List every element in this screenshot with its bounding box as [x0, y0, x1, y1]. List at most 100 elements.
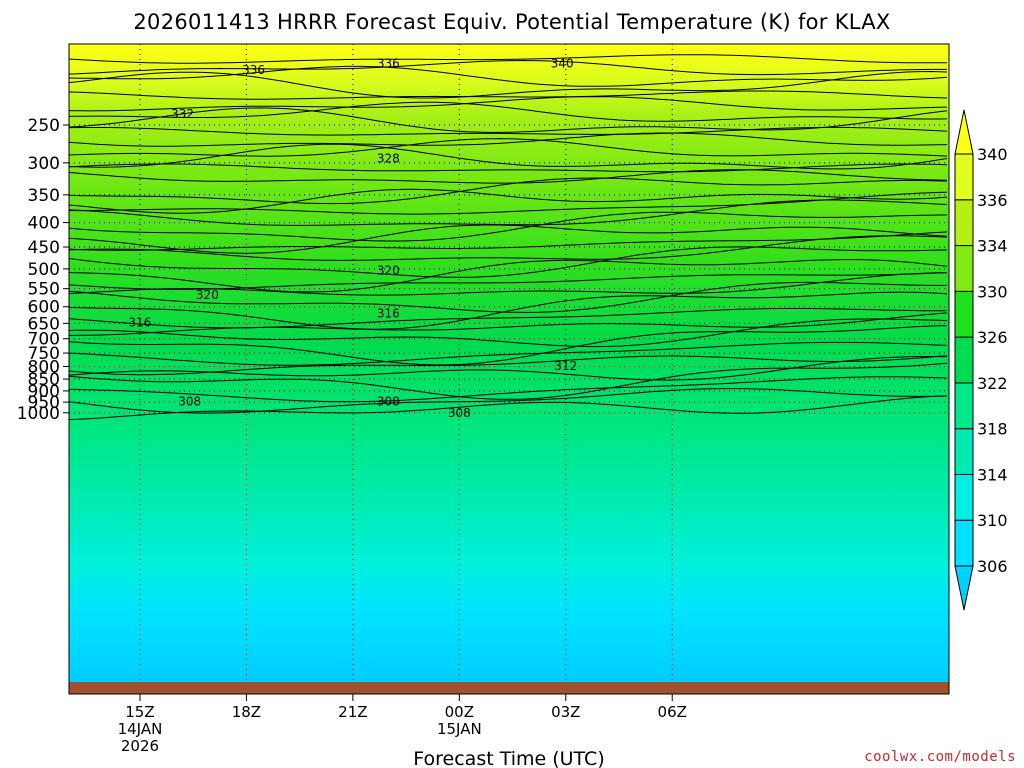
contour-labels: 336 336 340 332 328 320 320 316 316 312 308 308 308: [129, 57, 578, 420]
grid-lines: [69, 44, 949, 694]
contour-lines: [69, 54, 948, 421]
contour-line: [69, 325, 948, 366]
contour-label: 308: [178, 395, 201, 409]
colorbar-label: 334: [977, 237, 1008, 256]
contour-line: [69, 224, 948, 254]
contour-line: [69, 107, 948, 133]
y-tick-label: 750: [28, 344, 60, 364]
contour-line: [69, 211, 948, 242]
colorbar-label: 340: [977, 145, 1008, 164]
contour-label: 320: [377, 264, 400, 278]
contour-line: [69, 188, 948, 214]
contour-line: [69, 143, 948, 170]
y-tick-label: 700: [28, 330, 60, 350]
x-tick-label: 2026: [121, 737, 159, 755]
colorbar-label: 306: [977, 557, 1008, 576]
contour-line: [69, 70, 948, 99]
x-tick-label: 15Z: [125, 703, 154, 721]
y-tick-label: 500: [28, 260, 60, 280]
x-tick-label: 14JAN: [118, 720, 163, 738]
y-tick-label: 250: [28, 116, 60, 136]
x-tick-label: 18Z: [232, 703, 261, 721]
contour-line: [69, 272, 948, 296]
contour-line: [69, 356, 947, 381]
ground-fill: [69, 682, 949, 694]
colorbar-swatch: [954, 199, 974, 247]
y-tick-label: 950: [28, 393, 60, 413]
contour-line: [69, 308, 947, 329]
contour-label: 312: [554, 359, 577, 373]
contour-line: [69, 138, 948, 157]
contour-line: [69, 65, 948, 87]
y-tick-label: 350: [28, 186, 60, 206]
colorbar-swatch: [954, 245, 974, 292]
y-tick-label: 850: [28, 370, 60, 390]
contour-line: [69, 395, 948, 421]
y-tick-label: 550: [28, 280, 60, 300]
colorbar-label: 310: [977, 511, 1008, 530]
colorbar-swatch: [954, 519, 974, 567]
contour-line: [69, 291, 948, 330]
colorbar-swatch: [954, 428, 974, 475]
contour-line: [69, 199, 948, 226]
colorbar-swatch: [954, 473, 974, 521]
colorbar-low-arrow: [954, 565, 974, 611]
colorbar-label: 330: [977, 282, 1008, 301]
colorbar-label: 336: [977, 191, 1008, 210]
contour-line: [69, 259, 948, 293]
contour-line: [69, 281, 947, 313]
x-tick-label: 03Z: [551, 703, 580, 721]
contour-line: [69, 54, 948, 64]
credit-text[interactable]: coolwx.com/models: [864, 749, 1016, 765]
contour-line: [69, 231, 948, 251]
y-axis: 2503003504004505005506006507007508008509…: [17, 116, 69, 424]
x-tick-label: 00Z: [445, 703, 474, 721]
colorbar: 306 310 314 318 322 326 330 334 336 340: [954, 109, 1008, 611]
y-tick-label: 800: [28, 357, 60, 377]
contour-line: [69, 132, 948, 147]
contour-label: 340: [551, 57, 574, 71]
contour-line: [69, 191, 948, 215]
plot-frame: [68, 43, 950, 695]
plot-area: [69, 44, 949, 694]
contour-line: [69, 163, 948, 173]
contour-line: [69, 96, 948, 112]
colorbar-label: 314: [977, 465, 1008, 484]
colorbar-swatch: [954, 290, 974, 338]
contour-label: 316: [129, 315, 152, 329]
y-tick-label: 650: [28, 314, 60, 334]
x-tick-label: 15JAN: [437, 720, 482, 738]
contour-line: [69, 59, 947, 76]
theta-e-field: [69, 44, 949, 694]
contour-label: 320: [196, 288, 219, 302]
y-tick-label: 900: [28, 382, 60, 402]
contour-line: [69, 246, 948, 278]
contour-line: [69, 318, 948, 348]
colorbar-swatch: [954, 382, 974, 430]
y-tick-label: 300: [28, 154, 60, 174]
contour-line: [69, 169, 948, 184]
chart-title: 2026011413 HRRR Forecast Equiv. Potentia…: [133, 10, 890, 34]
contour-line: [69, 177, 948, 205]
contour-line: [69, 90, 948, 100]
colorbar-label: 326: [977, 328, 1008, 347]
colorbar-label: 322: [977, 374, 1008, 393]
x-tick-label: 06Z: [658, 703, 687, 721]
contour-line: [69, 362, 948, 400]
y-tick-label: 400: [28, 214, 60, 234]
contour-line: [69, 341, 948, 366]
contour-label: 336: [242, 63, 265, 77]
colorbar-swatch: [954, 336, 974, 384]
contour-line: [69, 388, 948, 414]
contour-label: 308: [377, 394, 400, 408]
y-tick-label: 1000: [17, 404, 60, 424]
contour-line: [69, 376, 948, 403]
contour-label: 336: [377, 57, 400, 71]
contour-label: 308: [448, 406, 471, 420]
colorbar-high-arrow: [954, 109, 974, 155]
contour-label: 332: [171, 107, 194, 121]
colorbar-label: 318: [977, 420, 1008, 439]
contour-line: [69, 235, 948, 261]
